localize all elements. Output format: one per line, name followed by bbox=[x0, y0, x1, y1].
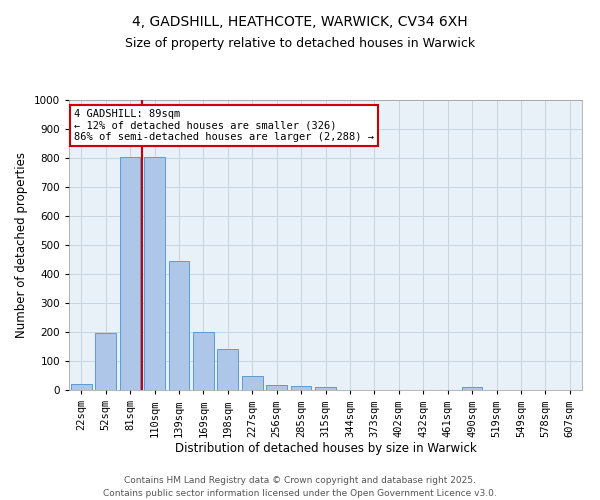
Bar bbox=[169, 261, 190, 390]
Bar bbox=[242, 376, 263, 390]
Bar bbox=[193, 332, 214, 390]
Bar bbox=[315, 387, 336, 390]
Bar bbox=[217, 350, 238, 390]
Bar bbox=[71, 384, 92, 390]
Text: 4, GADSHILL, HEATHCOTE, WARWICK, CV34 6XH: 4, GADSHILL, HEATHCOTE, WARWICK, CV34 6X… bbox=[132, 15, 468, 29]
Bar bbox=[290, 386, 311, 390]
Bar bbox=[461, 387, 482, 390]
X-axis label: Distribution of detached houses by size in Warwick: Distribution of detached houses by size … bbox=[175, 442, 476, 455]
Bar bbox=[144, 156, 165, 390]
Text: 4 GADSHILL: 89sqm
← 12% of detached houses are smaller (326)
86% of semi-detache: 4 GADSHILL: 89sqm ← 12% of detached hous… bbox=[74, 108, 374, 142]
Bar bbox=[266, 385, 287, 390]
Bar bbox=[95, 334, 116, 390]
Text: Size of property relative to detached houses in Warwick: Size of property relative to detached ho… bbox=[125, 38, 475, 51]
Text: Contains HM Land Registry data © Crown copyright and database right 2025.
Contai: Contains HM Land Registry data © Crown c… bbox=[103, 476, 497, 498]
Bar bbox=[119, 156, 140, 390]
Y-axis label: Number of detached properties: Number of detached properties bbox=[15, 152, 28, 338]
